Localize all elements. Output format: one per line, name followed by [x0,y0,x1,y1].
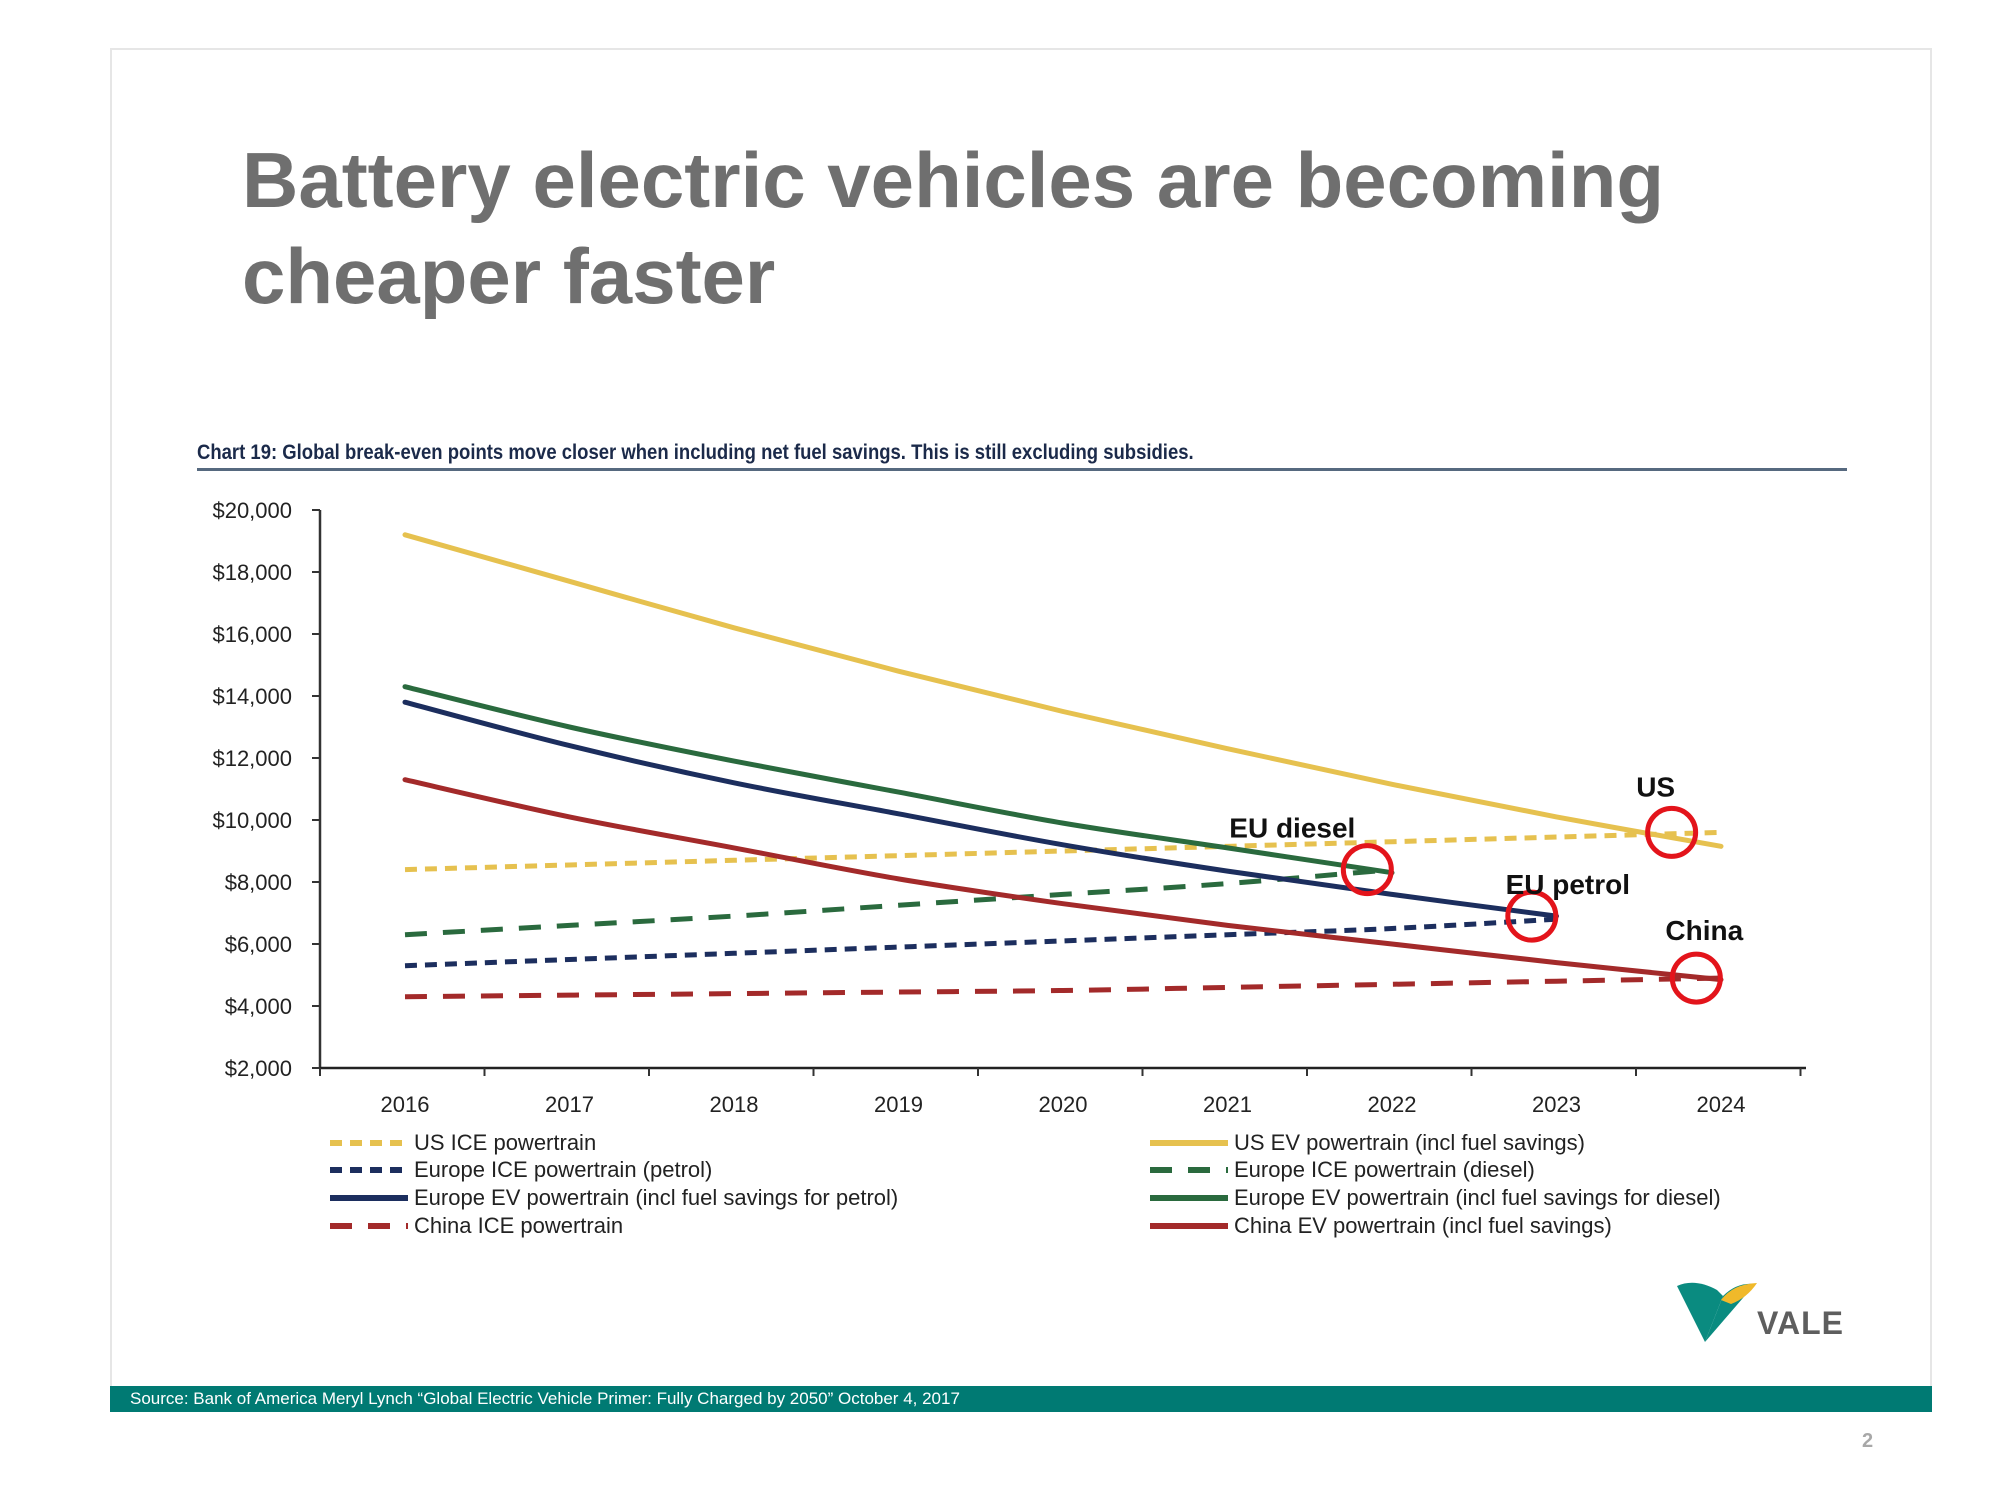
x-tick-label: 2023 [1532,1092,1581,1117]
y-tick-label: $4,000 [225,994,292,1019]
break-even-label: EU petrol [1506,869,1630,900]
slide-frame [110,48,1932,1388]
break-even-marker [1669,951,1723,1005]
chart-series [402,532,1724,1000]
break-even-marker [1505,889,1559,943]
series-line-2 [404,916,1557,969]
legend-label: Europe EV powertrain (incl fuel savings … [1234,1185,1721,1210]
break-even-label: EU diesel [1229,813,1355,844]
y-tick-label: $18,000 [212,560,292,585]
series-line-0 [404,829,1722,873]
series-line-5 [402,684,1395,876]
break-even-label: China [1665,915,1743,946]
chart-annotations: EU diesel EU petrol US China [1229,771,1744,1005]
series-line-3 [404,867,1393,938]
x-tick-label: 2022 [1368,1092,1417,1117]
y-tick-label: $16,000 [212,622,292,647]
legend-label: US ICE powertrain [414,1130,596,1155]
slide-title: Battery electric vehicles are becoming c… [242,136,1665,320]
x-tick-label: 2020 [1039,1092,1088,1117]
legend-label: US EV powertrain (incl fuel savings) [1234,1130,1585,1155]
y-tick-label: $8,000 [225,870,292,895]
series-line-7 [402,777,1724,983]
chart-title: Chart 19: Global break-even points move … [197,440,1194,464]
break-even-marker [1645,805,1699,859]
x-tick-label: 2019 [874,1092,923,1117]
y-tick-label: $10,000 [212,808,292,833]
y-tick-label: $2,000 [225,1056,292,1081]
logo-text: VALE [1757,1305,1844,1341]
x-tick-label: 2018 [710,1092,759,1117]
y-tick-label: $6,000 [225,932,292,957]
series-line-6 [404,975,1722,1000]
legend-label: Europe EV powertrain (incl fuel savings … [414,1185,898,1210]
legend-label: Europe ICE powertrain (petrol) [414,1157,712,1182]
chart-axes: $2,000 $4,000 $6,000 $8,000 $10,000 $12,000 $1… [212,498,1806,1117]
chart-title-rule [197,468,1847,471]
x-tick-label: 2016 [381,1092,430,1117]
page-number: 2 [1862,1430,1874,1452]
y-tick-label: $12,000 [212,746,292,771]
break-even-label: US [1636,771,1675,802]
source-footer: Source: Bank of America Meryl Lynch “Glo… [110,1386,1932,1412]
vale-logo-icon [1677,1282,1757,1342]
break-even-marker [1340,843,1394,897]
legend-label: China EV powertrain (incl fuel savings) [1234,1213,1612,1238]
y-tick-label: $20,000 [212,498,292,523]
legend-label: Europe ICE powertrain (diesel) [1234,1157,1535,1182]
legend-label: China ICE powertrain [414,1213,623,1238]
x-tick-label: 2021 [1203,1092,1252,1117]
x-tick-label: 2024 [1697,1092,1746,1117]
x-tick-label: 2017 [545,1092,594,1117]
source-text: Source: Bank of America Meryl Lynch “Glo… [130,1389,960,1408]
y-tick-label: $14,000 [212,684,292,709]
series-line-1 [402,532,1724,849]
